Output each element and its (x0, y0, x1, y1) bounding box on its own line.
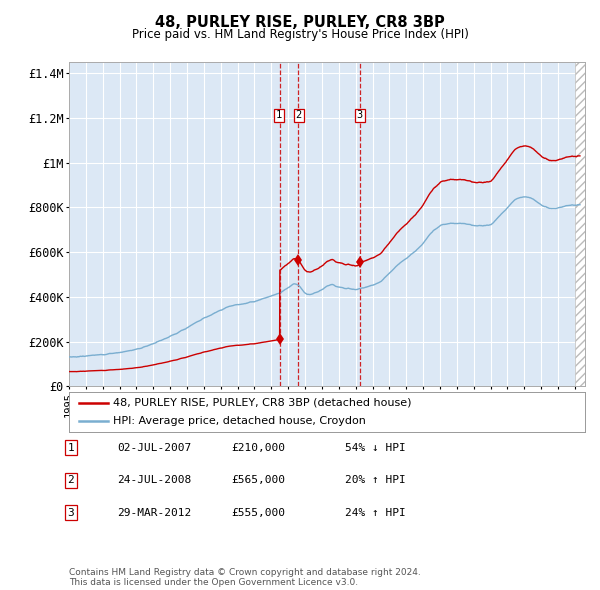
Text: 2: 2 (295, 110, 302, 120)
Text: 24% ↑ HPI: 24% ↑ HPI (345, 508, 406, 517)
Text: 29-MAR-2012: 29-MAR-2012 (117, 508, 191, 517)
Text: 54% ↓ HPI: 54% ↓ HPI (345, 443, 406, 453)
Text: 3: 3 (356, 110, 363, 120)
Text: Price paid vs. HM Land Registry's House Price Index (HPI): Price paid vs. HM Land Registry's House … (131, 28, 469, 41)
Text: £565,000: £565,000 (231, 476, 285, 485)
Text: HPI: Average price, detached house, Croydon: HPI: Average price, detached house, Croy… (113, 416, 366, 426)
Text: 24-JUL-2008: 24-JUL-2008 (117, 476, 191, 485)
Text: 1: 1 (276, 110, 282, 120)
Text: 02-JUL-2007: 02-JUL-2007 (117, 443, 191, 453)
Text: 1: 1 (67, 443, 74, 453)
Text: 2: 2 (67, 476, 74, 485)
Text: Contains HM Land Registry data © Crown copyright and database right 2024.: Contains HM Land Registry data © Crown c… (69, 568, 421, 577)
Text: 20% ↑ HPI: 20% ↑ HPI (345, 476, 406, 485)
Bar (575, 62, 585, 386)
Text: £210,000: £210,000 (231, 443, 285, 453)
Text: 3: 3 (67, 508, 74, 517)
Text: This data is licensed under the Open Government Licence v3.0.: This data is licensed under the Open Gov… (69, 578, 358, 587)
Text: 48, PURLEY RISE, PURLEY, CR8 3BP: 48, PURLEY RISE, PURLEY, CR8 3BP (155, 15, 445, 30)
Text: 48, PURLEY RISE, PURLEY, CR8 3BP (detached house): 48, PURLEY RISE, PURLEY, CR8 3BP (detach… (113, 398, 412, 408)
Text: £555,000: £555,000 (231, 508, 285, 517)
